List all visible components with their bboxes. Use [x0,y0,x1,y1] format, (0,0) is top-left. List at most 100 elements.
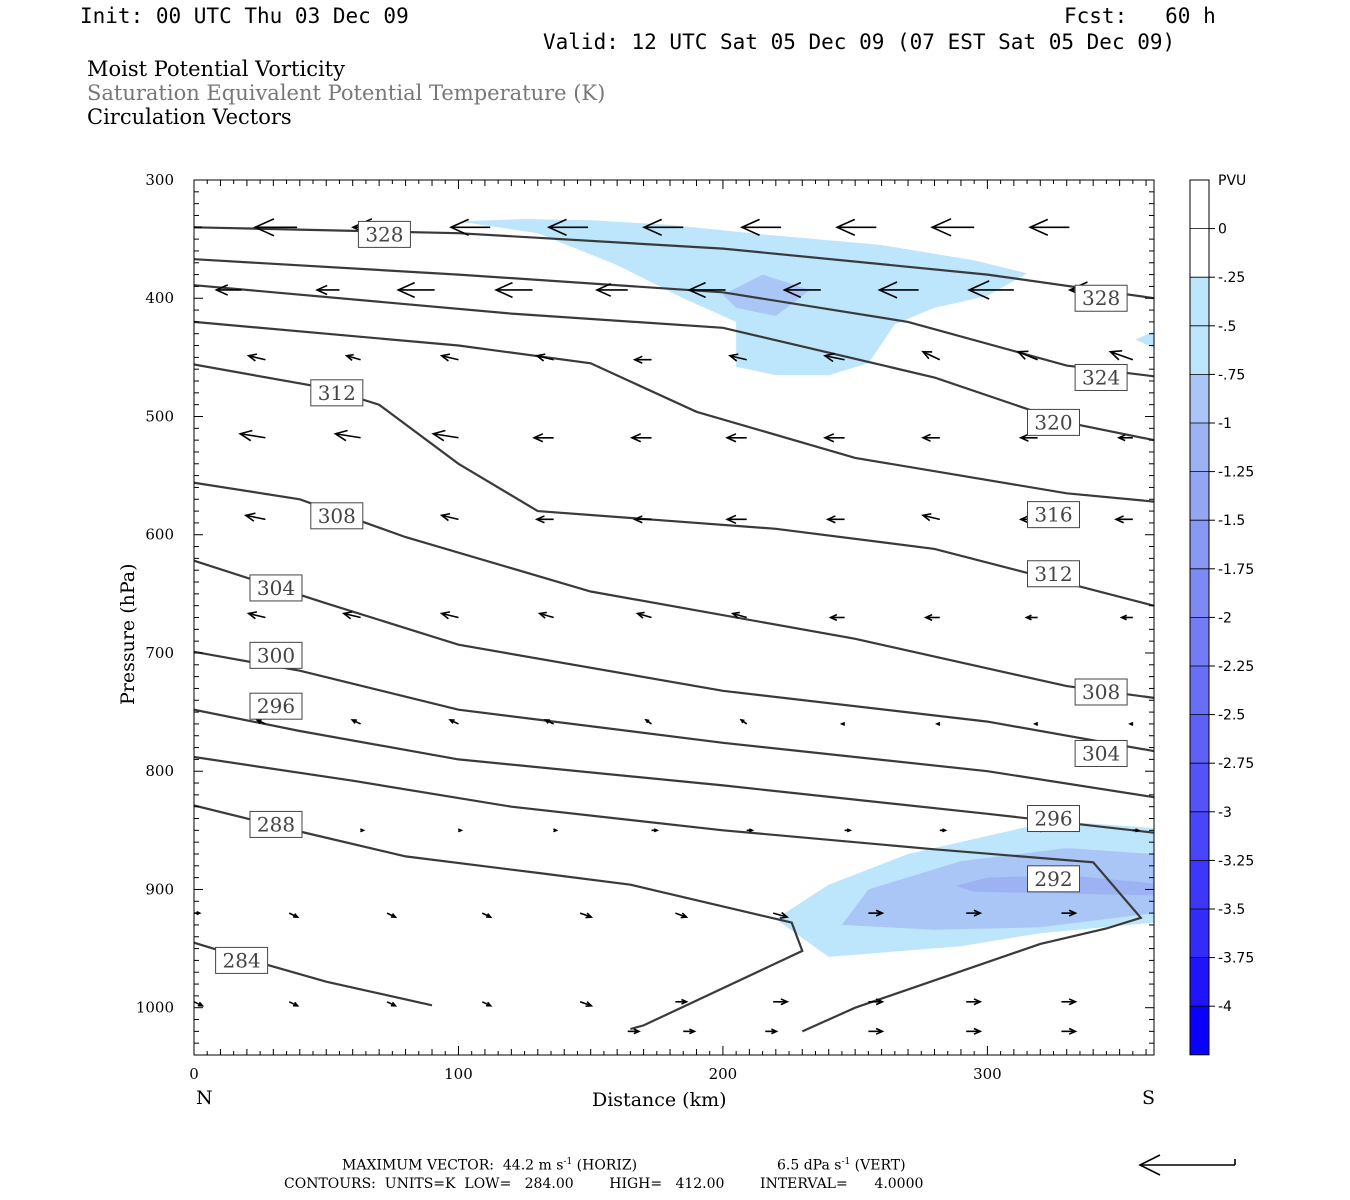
legend-theta-e: Saturation Equivalent Potential Temperat… [87,81,606,105]
circulation-vector [629,433,652,443]
contour-label-text: 312 [318,381,356,405]
colorbar-label: -3.5 [1218,902,1245,918]
contour-label-text: 328 [1082,286,1120,310]
circulation-vector [877,281,919,299]
init-time: Init: 00 UTC Thu 03 Dec 09 [80,4,409,28]
circulation-vector [765,1028,779,1035]
circulation-vector [1119,614,1133,621]
circulation-vector [966,909,983,917]
contour-label-316-0: 316 [1027,501,1081,529]
contour-label-328-0: 328 [357,220,411,248]
circulation-vector [966,1027,983,1035]
colorbar-label: -.5 [1218,319,1236,335]
colorbar-segment [1190,666,1209,715]
contour-label-box [357,220,411,248]
circulation-vector [1128,721,1134,726]
circulation-vector [214,284,242,296]
contour-label-box [1074,284,1128,312]
contour-label-296-1: 296 [1027,805,1081,833]
circulation-vector [930,218,975,237]
colorbar-title: PVU [1218,173,1246,189]
y-axis-title: Pressure (hPa) [117,563,139,705]
colorbar-label: -2.75 [1218,756,1254,772]
max-vector-unit: (HORIZ) [572,1157,638,1174]
circulation-vector [1114,515,1133,524]
circulation-vector [844,828,853,833]
contour-label-284-0: 284 [215,946,269,974]
circulation-vector [868,998,885,1006]
colorbar-segment [1190,228,1209,278]
circulation-vector [935,721,941,726]
circulation-vector [967,280,1014,300]
contour-label-text: 308 [1082,680,1120,704]
contour-288 [194,804,804,1031]
contour-292 [194,755,1143,1033]
circulation-vector [644,718,652,725]
contour-316 [194,320,1154,503]
circulation-vector [772,911,790,919]
x-axis-title: Distance (km) [592,1089,727,1111]
contour-label-text: 300 [257,643,295,667]
circulation-vector [546,218,589,236]
contour-label-box [1074,678,1128,706]
circulation-vector [243,512,266,522]
contour-label-296-0: 296 [249,692,303,720]
circulation-vector [481,912,493,918]
circulation-vector [923,613,940,622]
circulation-vector [439,512,459,522]
circulation-vector [238,429,266,442]
max-vector-exp: -1 [563,1157,573,1167]
circulation-vector [344,353,361,361]
circulation-vector [543,719,555,725]
circulation-vector [1061,909,1078,917]
contour-label-box [310,502,364,530]
x-tick-label: 100 [444,1065,473,1083]
circulation-vector [439,611,459,620]
circulation-vector [360,828,366,833]
contour-label-328-1: 328 [1074,284,1128,312]
colorbar-label: -4 [1218,999,1232,1015]
colorbar-segment [1190,617,1209,666]
y-tick-label: 700 [145,644,174,662]
colorbar-label: -.75 [1218,367,1245,383]
south-label: S [1142,1087,1155,1109]
colorbar-label: -2.5 [1218,708,1245,724]
circulation-vector [651,828,660,833]
valid-time: Valid: 12 UTC Sat 05 Dec 09 (07 EST Sat … [543,30,1176,54]
circulation-vector [635,611,652,619]
circulation-vector [739,218,782,236]
contour-296 [194,708,1154,834]
vert-vector-info: 6.5 dPa s-1 (VERT) [777,1157,906,1174]
y-tick-label: 800 [145,762,174,780]
colorbar-segment [1190,374,1209,423]
circulation-vector [675,998,689,1005]
circulation-vector [642,218,684,236]
contour-label-box [249,574,303,602]
circulation-vector [396,281,435,299]
colorbar-segment [1190,763,1209,812]
circulation-vector [386,1001,398,1007]
colorbar-segment [1190,325,1209,375]
contour-label-text: 324 [1082,365,1120,389]
reference-vector-arrow [1138,1154,1236,1176]
circulation-vector [921,433,940,442]
colorbar-label: -1 [1218,416,1232,432]
circulation-vector [1061,998,1078,1006]
contour-label-304-1: 304 [1074,739,1128,767]
north-label: N [196,1087,213,1109]
circulation-vector [1132,828,1141,833]
circulation-vector [1061,1027,1078,1035]
circulation-vector [579,912,594,919]
colorbar-segment [1190,909,1209,958]
colorbar-segment [1190,180,1209,229]
contour-label-text: 304 [257,576,295,600]
contour-label-text: 292 [1034,867,1072,891]
circulation-vector [253,218,298,237]
contour-label-308-0: 308 [310,502,364,530]
circulation-vector [1028,218,1070,236]
circulation-vector [457,828,464,833]
circulation-vector [449,218,491,236]
circulation-vector [627,1028,641,1035]
colorbar-segment [1190,957,1209,1007]
